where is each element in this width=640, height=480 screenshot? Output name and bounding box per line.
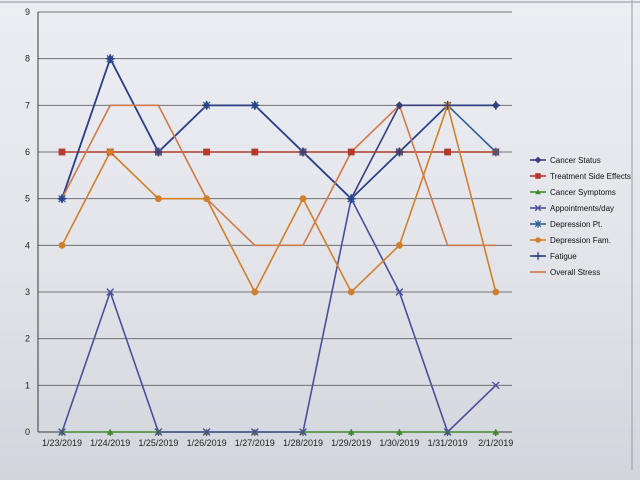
data-point: [250, 100, 260, 110]
data-point: [395, 101, 404, 110]
data-point: [299, 428, 307, 436]
legend-label: Overall Stress: [550, 268, 600, 277]
data-point: [396, 241, 403, 249]
y-axis-ticks: 0 1 2 3 4 5 6 7 8 9: [25, 7, 30, 437]
data-point: [444, 148, 451, 156]
legend: Cancer Status Treatment Side Effects Cance…: [530, 156, 631, 277]
x-tick-label: 1/23/2019: [42, 438, 82, 448]
legend-label: Cancer Symptoms: [550, 188, 616, 197]
data-point: [106, 148, 114, 156]
data-point: [299, 195, 307, 203]
data-point: [443, 428, 452, 436]
y-tick-label: 8: [25, 54, 30, 64]
legend-label: Fatigue: [550, 252, 577, 261]
x-tick-label: 1/29/2019: [331, 438, 371, 448]
data-point: [535, 237, 541, 243]
x-tick-label: 1/28/2019: [283, 438, 323, 448]
data-point: [154, 147, 163, 157]
data-point: [491, 381, 500, 390]
data-point: [250, 428, 259, 436]
data-point: [251, 288, 259, 296]
data-point: [347, 288, 355, 296]
legend-label: Appointments/day: [550, 204, 614, 213]
data-point: [347, 148, 355, 156]
data-point: [106, 428, 114, 435]
y-tick-label: 0: [25, 427, 30, 437]
x-tick-label: 1/30/2019: [379, 438, 419, 448]
series-line-appointments-day: [61, 197, 497, 433]
legend-label: Depression Fam.: [550, 236, 611, 245]
legend-label: Treatment Side Effects: [550, 172, 631, 181]
legend-item: Overall Stress: [530, 268, 600, 277]
y-tick-label: 9: [25, 7, 30, 17]
series-markers: [57, 54, 501, 436]
data-point: [298, 147, 308, 157]
data-point: [534, 204, 542, 212]
data-point: [491, 100, 501, 110]
data-point: [396, 428, 403, 435]
y-tick-label: 3: [25, 287, 30, 297]
y-tick-label: 6: [25, 147, 30, 157]
legend-label: Cancer Status: [550, 156, 601, 165]
data-point: [58, 241, 66, 249]
legend-item: Cancer Symptoms: [530, 188, 616, 197]
data-point: [106, 288, 115, 296]
data-point: [492, 288, 500, 296]
data-point: [154, 428, 163, 436]
data-point: [534, 220, 542, 228]
data-point: [534, 252, 542, 260]
data-point: [534, 156, 542, 164]
data-point: [251, 148, 259, 156]
data-point: [535, 189, 541, 195]
x-tick-label: 1/27/2019: [235, 438, 275, 448]
data-point: [395, 288, 404, 296]
legend-item: Depression Fam.: [530, 236, 611, 245]
legend-item: Fatigue: [530, 252, 577, 261]
data-point: [202, 428, 211, 436]
legend-item: Cancer Status: [530, 156, 601, 165]
data-point: [203, 195, 211, 203]
y-tick-label: 4: [25, 240, 30, 250]
x-tick-label: 1/25/2019: [138, 438, 178, 448]
data-point: [535, 173, 541, 179]
data-point: [492, 428, 500, 435]
data-point: [105, 54, 115, 64]
data-point: [57, 194, 67, 204]
series-line-fatigue: [61, 57, 496, 200]
y-tick-label: 5: [25, 194, 30, 204]
data-point: [491, 147, 500, 157]
y-tick-label: 2: [25, 334, 30, 344]
x-tick-label: 2/1/2019: [478, 438, 513, 448]
legend-item: Treatment Side Effects: [530, 172, 631, 181]
data-point: [58, 428, 66, 436]
gridlines: [37, 11, 512, 433]
data-point: [58, 148, 66, 156]
x-tick-label: 1/31/2019: [428, 438, 468, 448]
x-tick-label: 1/26/2019: [187, 438, 227, 448]
data-point: [203, 148, 210, 156]
y-tick-label: 1: [25, 380, 30, 390]
legend-item: Depression Pt.: [530, 220, 602, 229]
data-point: [395, 147, 404, 157]
data-point: [202, 100, 211, 110]
series-line-overall-stress: [61, 104, 496, 247]
series-lines: [61, 57, 497, 433]
x-tick-label: 1/24/2019: [90, 438, 130, 448]
legend-label: Depression Pt.: [550, 220, 602, 229]
data-point: [346, 194, 356, 204]
data-point: [347, 428, 355, 435]
data-point: [155, 195, 162, 203]
data-point: [443, 100, 452, 110]
legend-item: Appointments/day: [530, 204, 614, 213]
y-tick-label: 7: [25, 100, 30, 110]
